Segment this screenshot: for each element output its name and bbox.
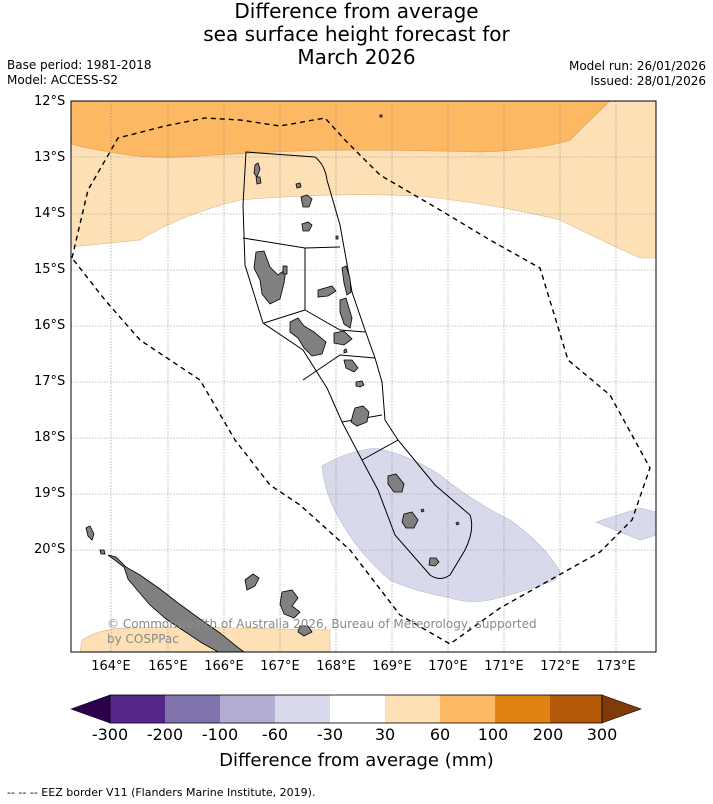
colorbar-segment-7 xyxy=(440,695,495,723)
lat-label-16s: 16°S xyxy=(34,318,66,333)
colorbar-extend-high xyxy=(601,694,642,724)
lat-label-15s: 15°S xyxy=(34,262,66,277)
lat-label-19s: 19°S xyxy=(34,486,66,501)
anomaly-lavender-region xyxy=(321,447,561,602)
lon-label-167e: 167°E xyxy=(260,659,300,674)
lat-label-18s: 18°S xyxy=(34,430,66,445)
new-caledonia-islands xyxy=(85,525,313,652)
colorbar-tick: -200 xyxy=(146,725,184,744)
lat-label-12s: 12°S xyxy=(34,94,66,109)
colorbar-tick: 30 xyxy=(374,725,396,744)
lon-label-166e: 166°E xyxy=(204,659,244,674)
lon-label-169e: 169°E xyxy=(372,659,412,674)
colorbar-segment-6 xyxy=(385,695,440,723)
lat-label-14s: 14°S xyxy=(34,206,66,221)
colorbar-tick: -60 xyxy=(261,725,289,744)
run-info: Model run: 26/01/2026 Issued: 28/01/2026 xyxy=(569,59,706,89)
colorbar-segment-1 xyxy=(110,695,165,723)
colorbar-tick: 200 xyxy=(532,725,564,744)
anomaly-orange-region xyxy=(71,101,611,158)
lat-label-17s: 17°S xyxy=(34,374,66,389)
colorbar-tick: -100 xyxy=(201,725,239,744)
province-boundaries xyxy=(242,151,473,579)
map-frame xyxy=(70,100,657,653)
colorbar-segment-9 xyxy=(550,695,602,723)
colorbar-segment-4 xyxy=(275,695,330,723)
title-line-2: sea surface height forecast for xyxy=(203,22,510,46)
colorbar-tick: -300 xyxy=(91,725,129,744)
anomaly-lavender-east-region xyxy=(595,507,656,541)
lon-label-170e: 170°E xyxy=(428,659,468,674)
lon-label-168e: 168°E xyxy=(316,659,356,674)
model-name: Model: ACCESS-S2 xyxy=(7,73,119,87)
colorbar-segment-3 xyxy=(220,695,275,723)
colorbar-tick: 60 xyxy=(429,725,451,744)
colorbar-segment-2 xyxy=(165,695,220,723)
lon-label-172e: 172°E xyxy=(540,659,580,674)
colorbar-tick: -30 xyxy=(316,725,344,744)
vanuatu-islands xyxy=(253,114,460,567)
lon-label-171e: 171°E xyxy=(484,659,524,674)
eez-footnote: -- -- -- EEZ border V11 (Flanders Marine… xyxy=(7,786,316,799)
lon-label-165e: 165°E xyxy=(148,659,188,674)
copyright-notice: © Commonwealth of Australia 2026, Bureau… xyxy=(107,617,537,646)
lon-label-173e: 173°E xyxy=(596,659,636,674)
colorbar-tick: 100 xyxy=(477,725,509,744)
lat-label-13s: 13°S xyxy=(34,150,66,165)
base-period: Base period: 1981-2018 xyxy=(7,58,152,72)
lat-label-20s: 20°S xyxy=(34,542,66,557)
model-run: Model run: 26/01/2026 xyxy=(568,59,706,73)
base-info: Base period: 1981-2018 Model: ACCESS-S2 xyxy=(7,58,152,88)
colorbar-segment-5 xyxy=(330,695,385,723)
colorbar-outline xyxy=(109,694,603,724)
colorbar-label: Difference from average (mm) xyxy=(219,750,494,771)
issued-date: Issued: 28/01/2026 xyxy=(590,74,706,88)
lon-label-164e: 164°E xyxy=(91,659,131,674)
title-line-3: March 2026 xyxy=(297,45,416,69)
colorbar xyxy=(70,694,642,724)
map-title: Difference from average sea surface heig… xyxy=(0,0,713,69)
colorbar-segment-8 xyxy=(495,695,550,723)
gridlines xyxy=(71,101,656,652)
colorbar-extend-low xyxy=(70,694,111,724)
title-line-1: Difference from average xyxy=(234,0,479,23)
colorbar-tick: 300 xyxy=(586,725,618,744)
